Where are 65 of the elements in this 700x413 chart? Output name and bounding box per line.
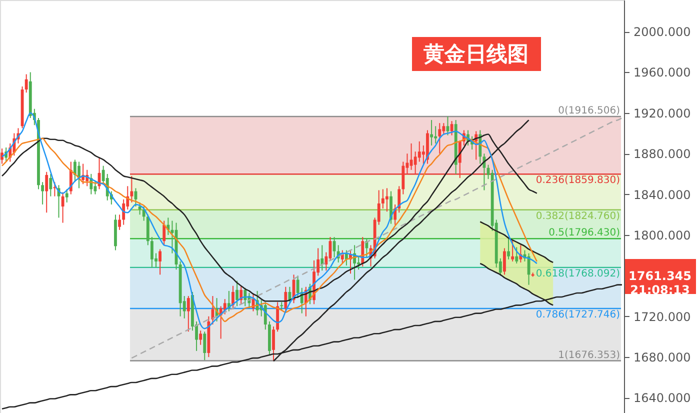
candlestick: [45, 171, 48, 214]
candlestick: [162, 220, 166, 246]
candlestick: [442, 122, 446, 135]
y-tick-label: 1920.000: [634, 106, 691, 120]
candlestick: [414, 151, 417, 174]
ref-line-label: 0.786(1727.746): [536, 309, 620, 320]
candlestick: [503, 248, 506, 276]
candlestick: [0, 148, 4, 164]
candlestick: [61, 192, 64, 224]
line-series: [131, 117, 623, 359]
candlestick: [507, 238, 510, 260]
ref-line-label: 1(1676.353): [558, 350, 620, 361]
candlestick: [276, 302, 280, 332]
candlestick: [381, 188, 384, 210]
candlestick: [418, 140, 421, 162]
y-tick-label: 1800.000: [634, 228, 691, 242]
candlestick: [390, 190, 392, 224]
candlestick: [199, 330, 202, 346]
candlestick: [122, 198, 126, 226]
y-tick-label: 1960.000: [634, 66, 691, 80]
candlestick: [203, 331, 206, 361]
candlestick: [511, 240, 514, 262]
text: 黄金日线图: [422, 42, 528, 66]
ref-line-label: 0.236(1859.830): [536, 175, 620, 186]
ref-line-label: 0.382(1824.760): [536, 210, 620, 222]
text: 1761.345 21:08:13: [628, 269, 692, 297]
ref-line-label: 0(1916.506): [558, 105, 620, 116]
candlestick: [284, 286, 288, 313]
candlestick: [130, 175, 134, 203]
candlestick: [430, 120, 433, 146]
candlestick: [65, 188, 68, 203]
candlestick: [398, 186, 401, 214]
y-tick-label: 1680.000: [634, 350, 691, 365]
ref-line-label: 0.618(1768.092): [536, 268, 620, 280]
candlestick: [482, 153, 486, 191]
candlestick: [402, 161, 405, 195]
y-tick-label: 1880.000: [634, 147, 691, 162]
candlestick: [515, 246, 518, 264]
candlestick: [49, 173, 52, 197]
candlestick: [410, 142, 413, 170]
candlestick: [450, 120, 454, 136]
candlestick: [41, 182, 44, 205]
candlestick: [272, 326, 275, 362]
candlestick: [232, 285, 234, 310]
candlestick: [24, 74, 28, 94]
candlestick: [434, 126, 438, 144]
candlestick: [150, 236, 154, 268]
candlestick: [236, 280, 238, 307]
ref-line-label: 0.5(1796.430): [548, 228, 620, 239]
y-tick-label: 1640.000: [634, 391, 691, 406]
candlestick: [74, 159, 76, 183]
candlestick: [186, 296, 190, 332]
candlestick: [138, 202, 142, 216]
candlestick: [438, 122, 442, 154]
candlestick: [118, 214, 121, 230]
candlestick: [78, 161, 80, 189]
y-tick-label: 1840.000: [634, 188, 691, 202]
candlestick: [296, 275, 300, 299]
candlestick: [264, 302, 267, 330]
y-tick-label: 2000.000: [634, 25, 691, 40]
candlestick: [357, 256, 360, 270]
candlestick: [223, 298, 226, 315]
candlestick: [158, 248, 162, 276]
y-tick-label: 1720.000: [634, 310, 691, 324]
candlestick: [386, 188, 388, 212]
